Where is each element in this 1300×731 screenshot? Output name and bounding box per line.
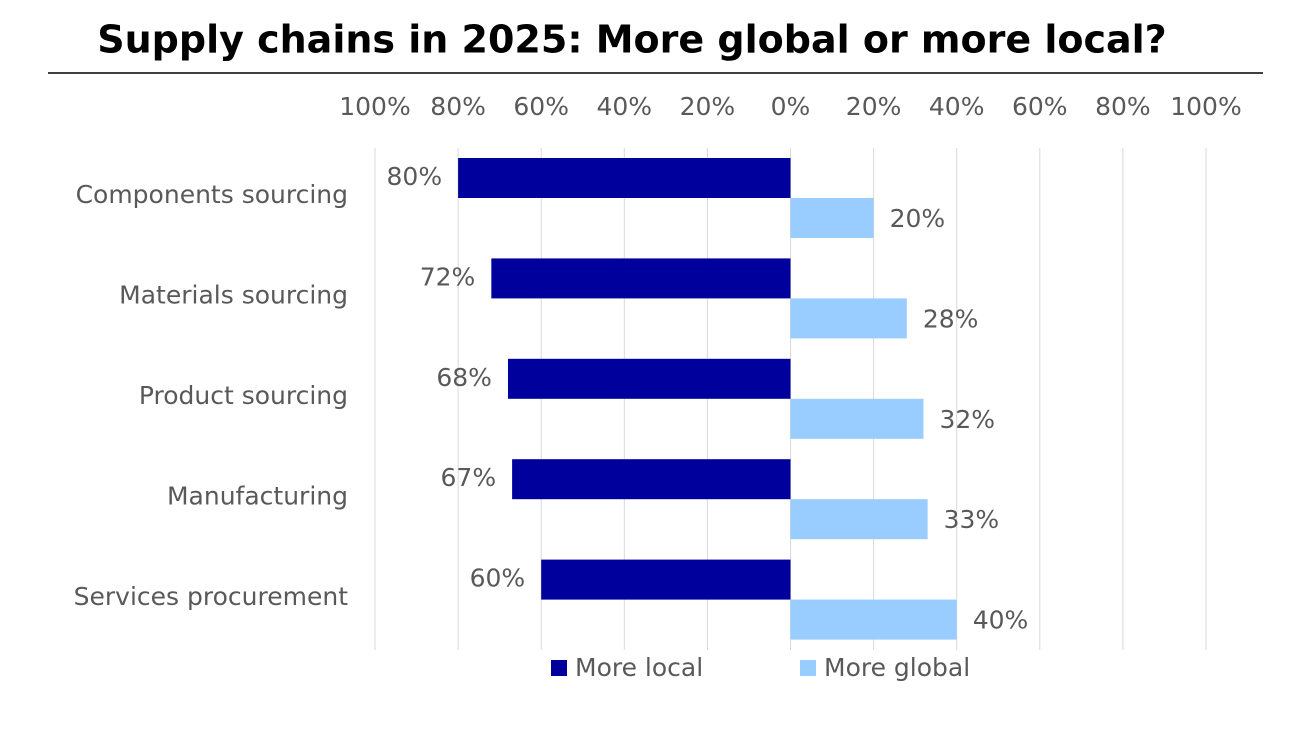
data-label: 67% bbox=[441, 463, 497, 492]
x-tick-label: 0% bbox=[771, 92, 811, 121]
x-tick-label: 60% bbox=[1012, 92, 1068, 121]
y-tick-label: Manufacturing bbox=[167, 481, 348, 510]
y-tick-label: Product sourcing bbox=[139, 381, 348, 410]
bar bbox=[491, 258, 791, 299]
data-label: 72% bbox=[420, 262, 476, 291]
data-label: 32% bbox=[939, 405, 995, 434]
bar bbox=[790, 499, 928, 540]
y-tick-label: Services procurement bbox=[74, 582, 349, 611]
data-label: 80% bbox=[387, 162, 443, 191]
bar bbox=[790, 599, 957, 640]
legend-swatch bbox=[800, 660, 816, 676]
x-tick-label: 100% bbox=[339, 92, 410, 121]
data-label: 20% bbox=[890, 204, 946, 233]
x-tick-label: 20% bbox=[680, 92, 736, 121]
data-label: 33% bbox=[944, 505, 1000, 534]
legend-swatch bbox=[551, 660, 567, 676]
data-label: 40% bbox=[973, 606, 1029, 635]
x-tick-label: 100% bbox=[1170, 92, 1241, 121]
bar bbox=[541, 559, 791, 600]
x-tick-label: 80% bbox=[1095, 92, 1151, 121]
x-tick-label: 40% bbox=[929, 92, 985, 121]
bar bbox=[507, 358, 791, 399]
legend-label: More local bbox=[575, 653, 703, 682]
bar bbox=[790, 298, 907, 339]
legend-label: More global bbox=[824, 653, 970, 682]
y-tick-label: Components sourcing bbox=[76, 180, 348, 209]
data-label: 60% bbox=[470, 564, 526, 593]
chart-title: Supply chains in 2025: More global or mo… bbox=[97, 18, 1166, 62]
bar bbox=[512, 459, 791, 500]
bar bbox=[790, 198, 874, 238]
y-tick-label: Materials sourcing bbox=[119, 281, 348, 310]
x-tick-label: 40% bbox=[597, 92, 653, 121]
data-label: 28% bbox=[923, 304, 979, 333]
bar bbox=[458, 158, 791, 198]
x-tick-label: 80% bbox=[430, 92, 486, 121]
x-tick-label: 20% bbox=[846, 92, 902, 121]
data-label: 68% bbox=[436, 363, 492, 392]
x-tick-label: 60% bbox=[513, 92, 569, 121]
bar bbox=[790, 398, 924, 439]
